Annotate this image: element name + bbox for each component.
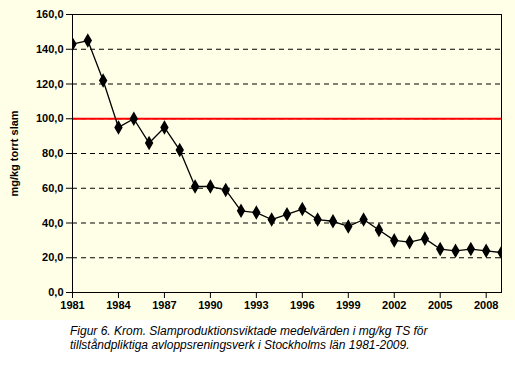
- svg-text:1987: 1987: [152, 299, 176, 311]
- svg-text:60,0: 60,0: [42, 182, 63, 194]
- svg-text:1996: 1996: [290, 299, 314, 311]
- svg-text:2002: 2002: [382, 299, 406, 311]
- svg-text:160,0: 160,0: [36, 8, 64, 20]
- svg-text:1999: 1999: [336, 299, 360, 311]
- svg-text:140,0: 140,0: [36, 43, 64, 55]
- svg-text:2005: 2005: [428, 299, 452, 311]
- svg-text:1990: 1990: [198, 299, 222, 311]
- svg-text:1993: 1993: [244, 299, 268, 311]
- svg-text:1981: 1981: [60, 299, 84, 311]
- html-text:Figur 6. Krom. Slamproduktions: Figur 6. Krom. Slamproduktionsviktade me…: [70, 324, 428, 352]
- svg-text:1984: 1984: [106, 299, 131, 311]
- svg-text:mg/kg torrt slam: mg/kg torrt slam: [8, 110, 20, 196]
- svg-text:100,0: 100,0: [36, 112, 64, 124]
- svg-text:80,0: 80,0: [42, 147, 63, 159]
- svg-text:2008: 2008: [474, 299, 498, 311]
- svg-text:20,0: 20,0: [42, 251, 63, 263]
- svg-text:0,0: 0,0: [48, 286, 63, 298]
- svg-text:120,0: 120,0: [36, 78, 64, 90]
- svg-text:40,0: 40,0: [42, 217, 63, 229]
